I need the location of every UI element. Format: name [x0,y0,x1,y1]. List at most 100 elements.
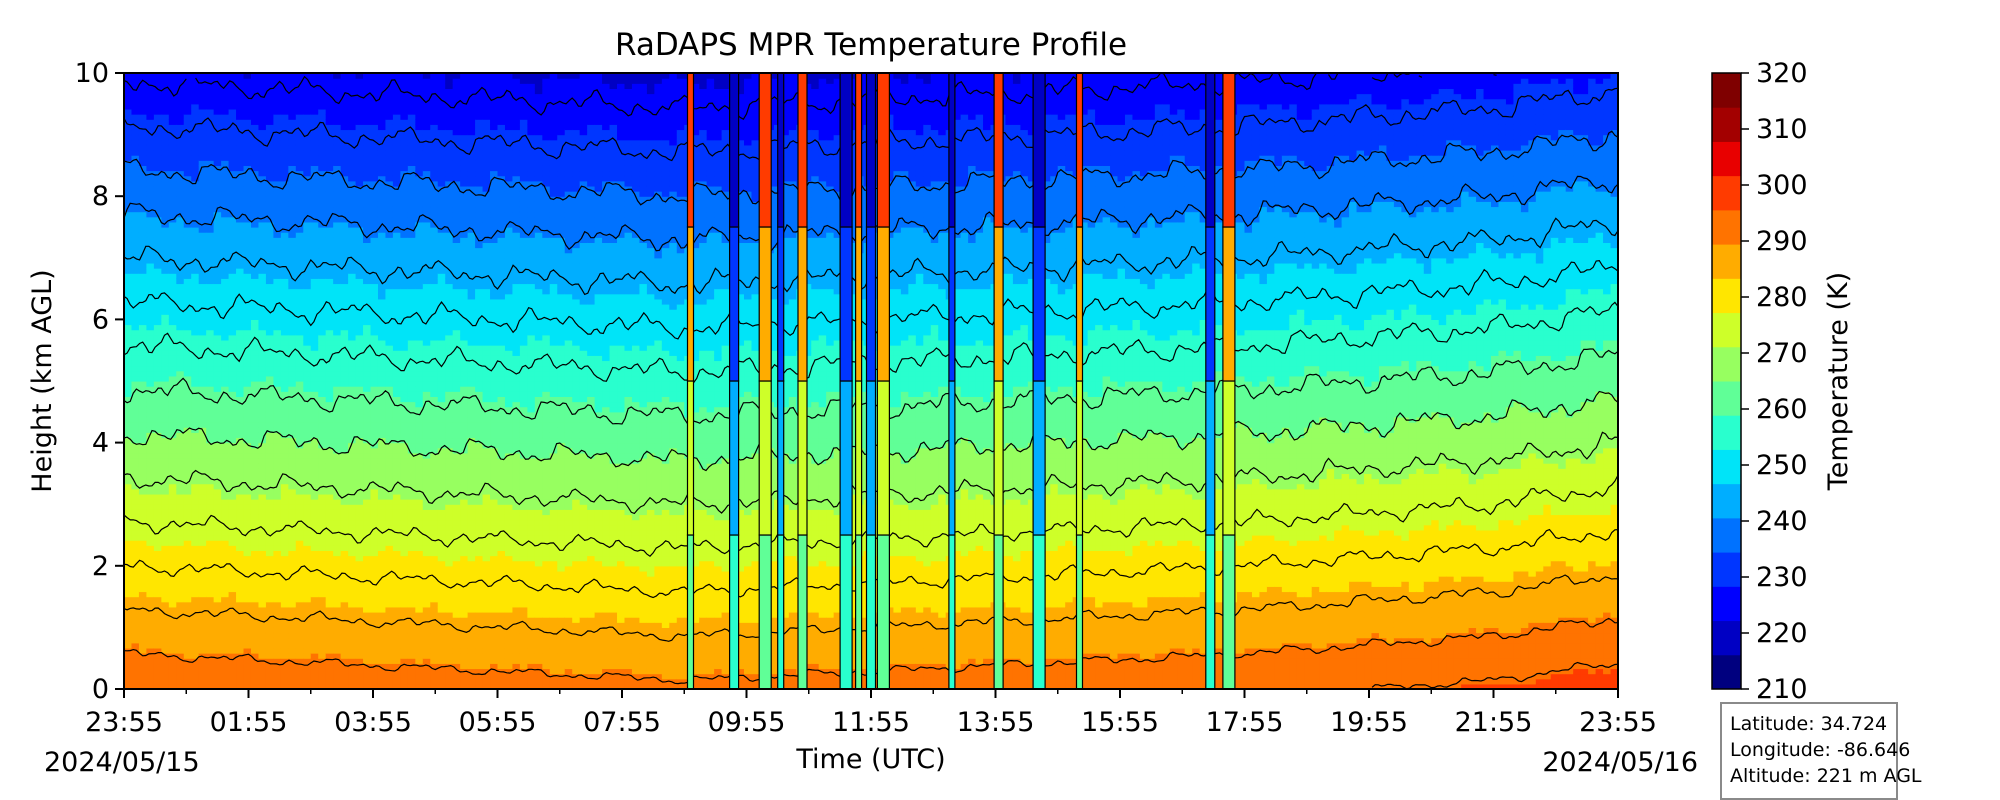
heatmap-cell [131,637,140,644]
heatmap-cell [265,324,274,331]
heatmap-cell [265,257,274,264]
heatmap-cell [198,345,207,351]
heatmap-cell [280,422,289,428]
heatmap-cell [168,581,177,587]
heatmap-cell [377,201,387,208]
heatmap-cell [325,375,334,382]
heatmap-cell [138,144,148,151]
heatmap-cell [318,170,327,177]
heatmap-cell [392,350,401,356]
heatmap-cell [161,632,170,639]
heatmap-cell [153,237,162,243]
heatmap-cell [273,232,282,238]
heatmap-cell [138,617,148,623]
heatmap-cell [153,627,162,634]
heatmap-cell [168,365,177,372]
heatmap-cell [131,529,140,536]
heatmap-cell [430,432,439,439]
heatmap-cell [377,396,387,403]
heatmap-cell [258,617,267,623]
heatmap-cell [370,422,379,428]
heatmap-cell [340,273,349,279]
heatmap-cell [168,319,177,326]
heatmap-cell [377,360,387,367]
heatmap-cell [243,437,252,444]
heatmap-cell [213,119,222,125]
heatmap-cell [131,278,140,285]
heatmap-cell [265,396,274,403]
heatmap-cell [430,647,439,654]
heatmap-cell [146,447,155,454]
heatmap-cell [422,499,431,505]
heatmap-cell [363,365,372,372]
heatmap-cell [228,488,237,495]
heatmap-cell [422,601,431,608]
heatmap-cell [385,119,394,125]
heatmap-cell [363,617,372,623]
heatmap-cell [340,298,349,305]
heatmap-cell [333,678,342,685]
heatmap-cell [273,555,282,562]
heatmap-cell [228,540,237,546]
heatmap-cell [422,658,431,664]
heatmap-cell [348,647,357,654]
heatmap-cell [183,504,192,510]
heatmap-cell [392,314,401,320]
heatmap-cell [407,632,416,639]
heatmap-cell [385,642,394,649]
heatmap-cell [422,221,431,228]
heatmap-cell [280,396,289,403]
heatmap-cell [295,237,304,243]
heatmap-cell [228,427,237,433]
heatmap-cell [236,365,245,372]
heatmap-cell [213,663,222,670]
heatmap-cell [400,560,409,567]
heatmap-cell [153,350,162,356]
heatmap-cell [131,473,140,480]
heatmap-cell [295,452,304,459]
heatmap-cell [265,375,274,382]
heatmap-cell [422,673,431,680]
heatmap-cell [258,108,267,115]
heatmap-cell [250,529,260,536]
heatmap-cell [288,78,297,84]
heatmap-cell [363,298,372,305]
heatmap-cell [422,155,431,161]
heatmap-cell [348,683,357,689]
heatmap-cell [206,334,215,341]
heatmap-cell [183,437,192,444]
heatmap-cell [422,108,431,115]
heatmap-cell [124,134,133,141]
heatmap-cell [153,206,162,213]
heatmap-cell [370,658,379,664]
heatmap-cell [377,468,387,474]
heatmap-cell [250,468,260,474]
heatmap-cell [228,581,237,587]
heatmap-cell [191,257,200,264]
heatmap-cell [385,170,394,177]
heatmap-cell [191,155,200,161]
heatmap-cell [370,293,379,300]
heatmap-cell [243,262,252,269]
heatmap-cell [198,647,207,654]
heatmap-cell [340,581,349,587]
heatmap-cell [183,334,192,341]
heatmap-cell [146,591,155,598]
heatmap-cell [377,180,387,187]
heatmap-cell [273,180,282,187]
heatmap-cell [161,386,170,392]
heatmap-cell [415,262,424,269]
heatmap-cell [407,519,416,526]
heatmap-cell [168,165,177,172]
heatmap-cell [363,565,372,572]
heatmap-cell [407,78,416,84]
heatmap-cell [228,98,237,105]
heatmap-cell [273,124,282,131]
heatmap-cell [213,550,222,557]
heatmap-cell [295,663,304,670]
heatmap-cell [176,401,185,408]
heatmap-cell [303,165,312,172]
heatmap-cell [325,632,334,639]
heatmap-cell [168,668,177,675]
heatmap-cell [258,262,267,269]
